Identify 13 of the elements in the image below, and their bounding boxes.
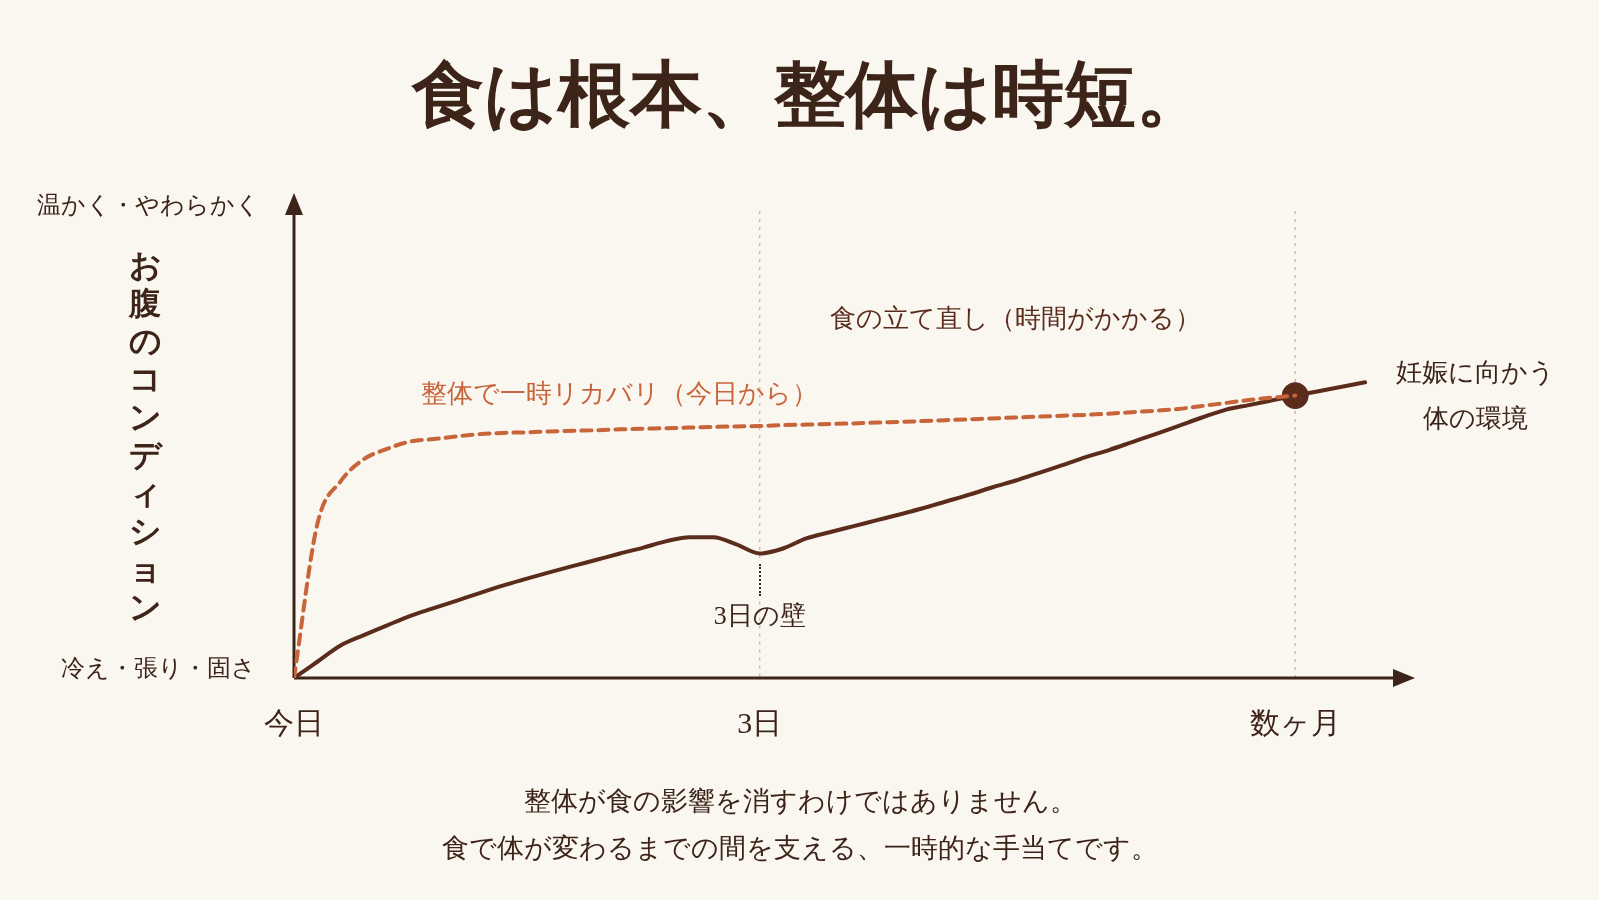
x-tick-label: 3日	[737, 705, 783, 739]
text: お腹のコンディション	[128, 246, 162, 625]
text: 冷え・張り・固さ	[61, 655, 256, 682]
chart-title: 食は根本、整体は時短。	[411, 54, 1208, 135]
x-tick-label: 今日	[264, 705, 324, 739]
annotation: 3日の壁	[713, 601, 806, 631]
text: 食の立て直し（時間がかかる）	[830, 304, 1202, 334]
series-label: 整体で一時リカバリ（今日から）	[421, 379, 819, 409]
text: 整体が食の影響を消すわけではありません。	[523, 786, 1077, 817]
annotation: 妊娠に向かう体の環境	[1395, 358, 1555, 434]
x-tick-label: 数ヶ月	[1249, 705, 1341, 739]
text: 温かく・やわらかく	[37, 192, 260, 219]
text: 食で体が変わるまでの間を支える、一時的な手当てです。	[442, 833, 1158, 864]
